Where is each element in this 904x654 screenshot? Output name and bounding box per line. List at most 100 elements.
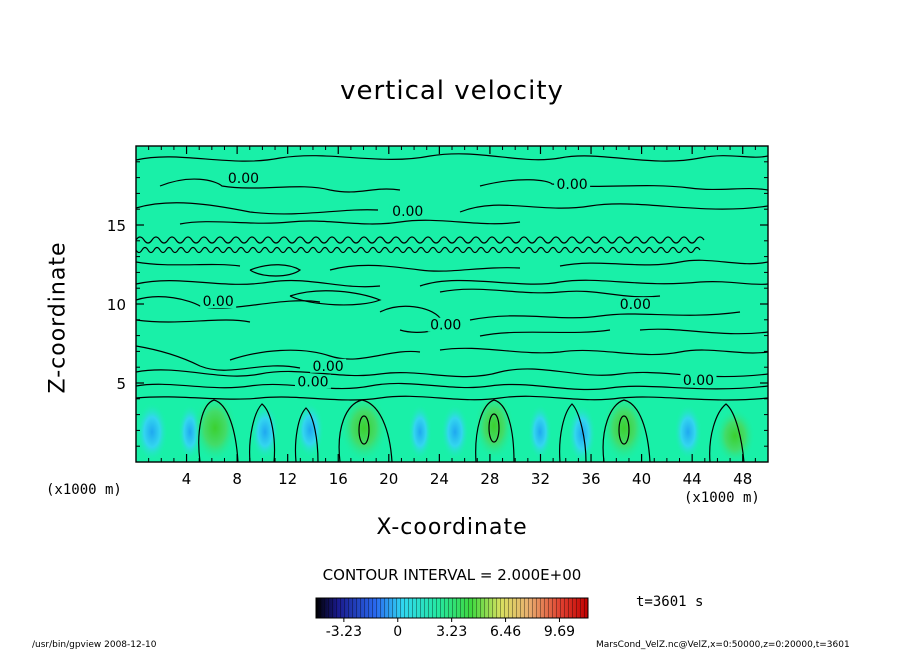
contour-label: 0.00 (683, 373, 714, 389)
contour-labels: 0.000.000.000.000.000.000.000.000.00 (200, 170, 717, 391)
x-axis-label: X-coordinate (376, 515, 528, 540)
positive-cell (474, 392, 514, 460)
contour-line (159, 178, 401, 193)
contour-line (249, 403, 276, 462)
contour-label: 0.00 (297, 375, 328, 391)
x-tick-label: 4 (182, 470, 192, 488)
contour-line (479, 329, 611, 337)
y-tick-label: 15 (107, 217, 126, 235)
negative-cell (136, 402, 168, 462)
contour-line (338, 399, 393, 462)
x-tick-label: 40 (632, 470, 651, 488)
positive-cell (602, 394, 646, 462)
contour-label: 0.00 (556, 177, 587, 193)
x-tick-label: 44 (683, 470, 702, 488)
negative-cell (408, 404, 432, 460)
contour-line (136, 236, 705, 244)
contour-line (179, 219, 521, 225)
contour-line (559, 403, 587, 462)
contour-line (136, 319, 251, 323)
negative-cell (674, 404, 702, 460)
negative-cell (528, 404, 552, 460)
time-label: t=3601 s (636, 594, 704, 610)
contour-line (198, 399, 239, 462)
contour-line (249, 264, 302, 277)
colorbar-stripes (316, 598, 588, 618)
x-tick-label: 16 (329, 470, 348, 488)
contour-label-bg (200, 294, 237, 308)
x-tick-label: 24 (430, 470, 449, 488)
colorbar-tick-label: 9.69 (544, 624, 575, 640)
footer-file-info: MarsCond_VelZ.nc@VelZ,x=0:50000,z=0:2000… (596, 640, 850, 650)
contour-line (136, 246, 701, 254)
colorbar-tick-label: -3.23 (326, 624, 362, 640)
chart-title: vertical velocity (340, 76, 564, 106)
footer-command: /usr/bin/gpview 2008-12-10 (32, 640, 157, 650)
contour-line (136, 345, 301, 371)
contour-line (136, 261, 241, 267)
x-tick-label: 32 (531, 470, 550, 488)
contour-line (136, 279, 381, 288)
contour-line (289, 290, 382, 306)
colorbar-ticks: -3.23 0 3.23 6.46 9.69 (326, 618, 575, 640)
contour-label: 0.00 (203, 294, 234, 310)
contour-label: 0.00 (392, 204, 423, 220)
y-tick-label: 5 (116, 375, 126, 393)
contour-label: 0.00 (620, 297, 651, 313)
contour-label: 0.00 (430, 318, 461, 334)
contour-line (475, 399, 515, 462)
contour-label-bg (554, 177, 591, 192)
contour-line (469, 311, 741, 321)
contour-line (294, 407, 319, 462)
contour-line (329, 264, 521, 272)
contour-line (602, 399, 651, 462)
positive-cell (715, 408, 755, 462)
colorbar: -3.23 0 3.23 6.46 9.69 (315, 597, 589, 640)
contour-label-bg (427, 317, 464, 332)
contour-label: 0.00 (228, 171, 259, 187)
x-tick-label: 28 (480, 470, 499, 488)
contour-line (358, 415, 370, 445)
contour-line (229, 349, 421, 361)
x-tick-label: 20 (379, 470, 398, 488)
negative-cell (296, 402, 324, 458)
contour-interval-label: CONTOUR INTERVAL = 2.000E+00 (322, 566, 582, 584)
contour-line (439, 288, 661, 298)
contour-label-bg (617, 297, 654, 312)
y-tick-label: 10 (107, 296, 126, 314)
contour-line (136, 368, 768, 378)
contour-line (479, 179, 768, 191)
contour-label-bg (680, 373, 717, 387)
contour-label-bg (294, 374, 331, 389)
contour-line (559, 259, 768, 267)
x-axis-unit-left: (x1000 m) (46, 482, 122, 498)
contour-line (136, 395, 768, 401)
colorbar-tick-label: 6.46 (490, 624, 521, 640)
colorbar-tick-label: 0 (393, 624, 402, 640)
contour-label-bg (310, 358, 347, 373)
x-tick-label: 36 (581, 470, 600, 488)
contour-label: 0.00 (313, 359, 344, 375)
x-tick-label: 48 (733, 470, 752, 488)
contour-line (136, 382, 768, 391)
x-tick-label: 12 (278, 470, 297, 488)
contour-line (618, 415, 630, 445)
contour-line (136, 153, 768, 162)
contour-line (439, 347, 768, 356)
negative-cell (251, 404, 279, 460)
contour-line (419, 279, 768, 287)
contour-line (488, 413, 500, 443)
x-tick-label: 8 (232, 470, 242, 488)
contour-line (459, 203, 768, 213)
contour-line (639, 328, 768, 335)
colorbar-tick-label: 3.23 (436, 624, 467, 640)
x-axis-unit-right: (x1000 m) (684, 490, 760, 506)
negative-cell (568, 404, 596, 462)
y-axis-label: Z-coordinate (45, 241, 71, 394)
contour-label-bg (389, 203, 426, 218)
contour-line (709, 403, 745, 462)
contour-label-bg (225, 170, 262, 185)
contour-line (136, 202, 379, 215)
